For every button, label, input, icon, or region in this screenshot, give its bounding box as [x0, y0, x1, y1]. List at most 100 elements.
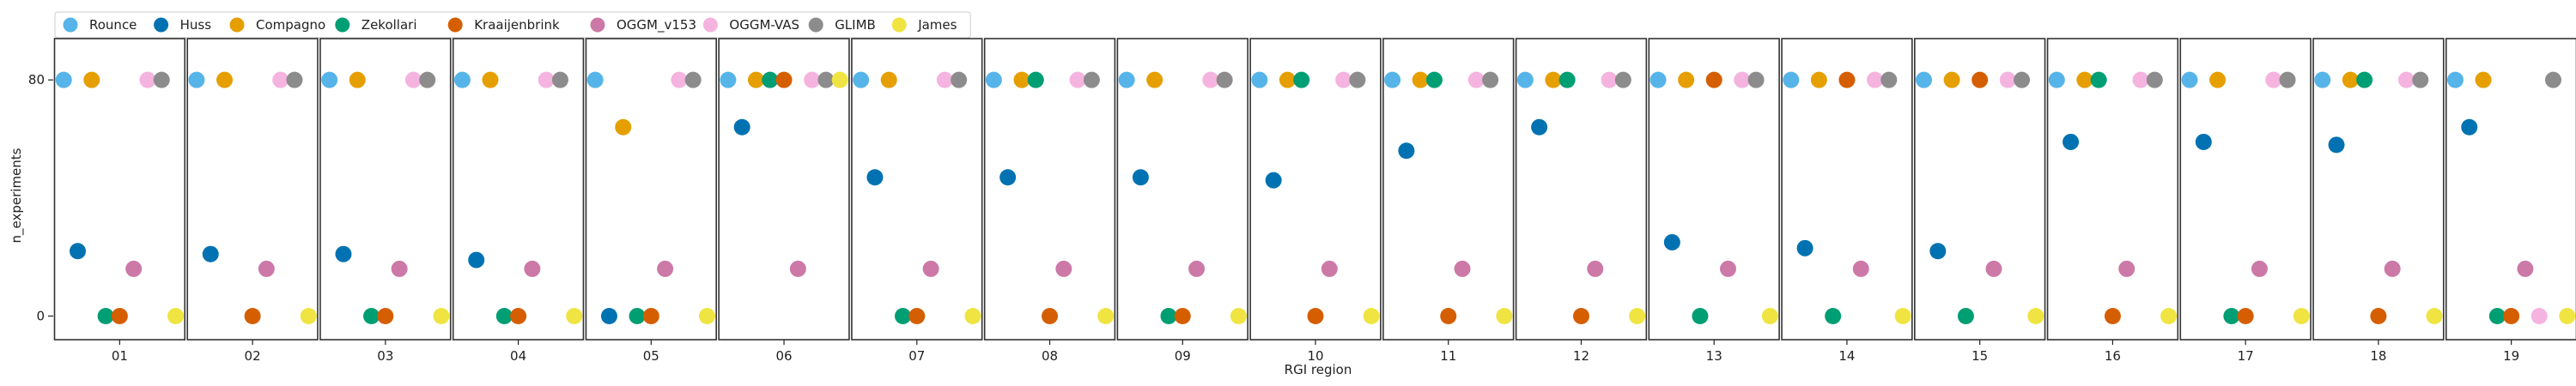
point-oggm-v153-04	[524, 260, 541, 277]
point-glimb-02	[286, 71, 303, 88]
point-oggm-vas-17	[2265, 71, 2282, 88]
panel-07: 07	[851, 38, 983, 364]
y-axis-label: n_experiments	[9, 148, 25, 243]
point-huss-09	[1132, 169, 1149, 186]
panel-05: 05	[585, 38, 717, 364]
point-kraaijenbrink-07	[908, 307, 926, 324]
legend-item-oggm-vas: OGGM-VAS	[702, 17, 799, 33]
point-zekollari-10	[1293, 71, 1310, 88]
panel-06: 06	[718, 38, 850, 364]
point-kraaijenbrink-18	[2370, 307, 2387, 324]
legend-label: OGGM_v153	[617, 17, 696, 33]
point-compagno-16	[2076, 71, 2093, 88]
point-rounce-08	[985, 71, 1002, 88]
x-tick-label: 10	[1307, 348, 1323, 364]
point-glimb-01	[153, 71, 170, 88]
point-huss-03	[335, 245, 352, 262]
point-zekollari-16	[2090, 71, 2107, 88]
point-huss-16	[2063, 133, 2080, 150]
point-kraaijenbrink-17	[2237, 307, 2254, 324]
point-rounce-04	[453, 71, 471, 88]
point-glimb-18	[2412, 71, 2429, 88]
point-oggm-v153-17	[2251, 260, 2268, 277]
point-compagno-19	[2475, 71, 2492, 88]
legend-label: Zekollari	[361, 17, 417, 33]
point-kraaijenbrink-03	[377, 307, 394, 324]
point-huss-04	[468, 251, 485, 268]
point-oggm-v153-08	[1055, 260, 1072, 277]
point-oggm-vas-08	[1069, 71, 1086, 88]
point-kraaijenbrink-02	[244, 307, 261, 324]
panels: 01 02 03 04 05 06 07 08 09 10 11 12 13 14 15 16 17 18 19	[53, 38, 2576, 364]
y-tick-label: 0	[36, 308, 45, 323]
point-zekollari-08	[1027, 71, 1044, 88]
x-tick-label: 15	[1971, 348, 1988, 364]
x-axis-label: RGI region	[1285, 362, 1352, 377]
y-axis: 0 80	[28, 72, 53, 323]
point-compagno-12	[1545, 71, 1562, 88]
point-james-02	[300, 307, 317, 324]
point-rounce-07	[853, 71, 870, 88]
point-oggm-vas-19	[2530, 307, 2548, 324]
panel-01: 01	[53, 38, 186, 364]
point-compagno-04	[482, 71, 499, 88]
panel-16: 16	[2046, 38, 2179, 364]
x-tick-label: 07	[908, 348, 925, 364]
legend-marker	[702, 17, 718, 33]
point-rounce-19	[2446, 71, 2464, 88]
point-huss-12	[1531, 118, 1548, 136]
legend-item-huss: Huss	[154, 17, 211, 33]
point-oggm-vas-14	[1867, 71, 1884, 88]
point-glimb-19	[2544, 71, 2561, 88]
point-james-12	[1629, 307, 1646, 324]
point-compagno-15	[1943, 71, 1960, 88]
point-oggm-v153-01	[125, 260, 143, 277]
point-glimb-13	[1747, 71, 1765, 88]
point-oggm-vas-04	[538, 71, 555, 88]
x-tick-label: 05	[643, 348, 659, 364]
x-tick-label: 03	[377, 348, 393, 364]
legend-item-kraaijenbrink: Kraaijenbrink	[447, 17, 560, 33]
point-glimb-08	[1083, 71, 1100, 88]
point-oggm-v153-07	[922, 260, 939, 277]
point-rounce-09	[1118, 71, 1135, 88]
point-glimb-12	[1614, 71, 1631, 88]
point-rounce-01	[55, 71, 72, 88]
point-rounce-18	[2314, 71, 2331, 88]
legend-item-james: James	[891, 17, 957, 33]
point-james-14	[1894, 307, 1911, 324]
point-oggm-v153-15	[1985, 260, 2002, 277]
point-zekollari-18	[2356, 71, 2373, 88]
panel-03: 03	[319, 38, 452, 364]
point-oggm-v153-12	[1587, 260, 1604, 277]
panel-17: 17	[2179, 38, 2312, 364]
point-glimb-16	[2146, 71, 2163, 88]
legend: Rounce Huss Compagno Zekollari Kraaijenbrink…	[54, 11, 971, 39]
point-kraaijenbrink-01	[111, 307, 128, 324]
point-zekollari-19	[2488, 307, 2506, 324]
point-oggm-vas-06	[804, 71, 821, 88]
point-compagno-14	[1810, 71, 1827, 88]
point-rounce-15	[1916, 71, 1933, 88]
point-oggm-vas-10	[1335, 71, 1352, 88]
point-huss-07	[866, 169, 884, 186]
legend-marker	[335, 17, 350, 33]
panel-19: 19	[2445, 38, 2576, 364]
point-oggm-v153-14	[1852, 260, 1869, 277]
panel-11: 11	[1382, 38, 1515, 364]
x-tick-label: 17	[2238, 348, 2254, 364]
point-huss-19	[2461, 118, 2478, 136]
point-oggm-v153-13	[1719, 260, 1736, 277]
point-huss-05	[600, 307, 617, 324]
point-compagno-17	[2209, 71, 2227, 88]
point-james-18	[2426, 307, 2443, 324]
x-tick-label: 04	[510, 348, 526, 364]
x-tick-label: 08	[1042, 348, 1058, 364]
point-zekollari-15	[1957, 307, 1974, 324]
point-oggm-vas-15	[1999, 71, 2016, 88]
point-oggm-v153-16	[2118, 260, 2136, 277]
point-oggm-vas-16	[2132, 71, 2149, 88]
point-kraaijenbrink-11	[1440, 307, 1457, 324]
point-oggm-vas-07	[936, 71, 953, 88]
